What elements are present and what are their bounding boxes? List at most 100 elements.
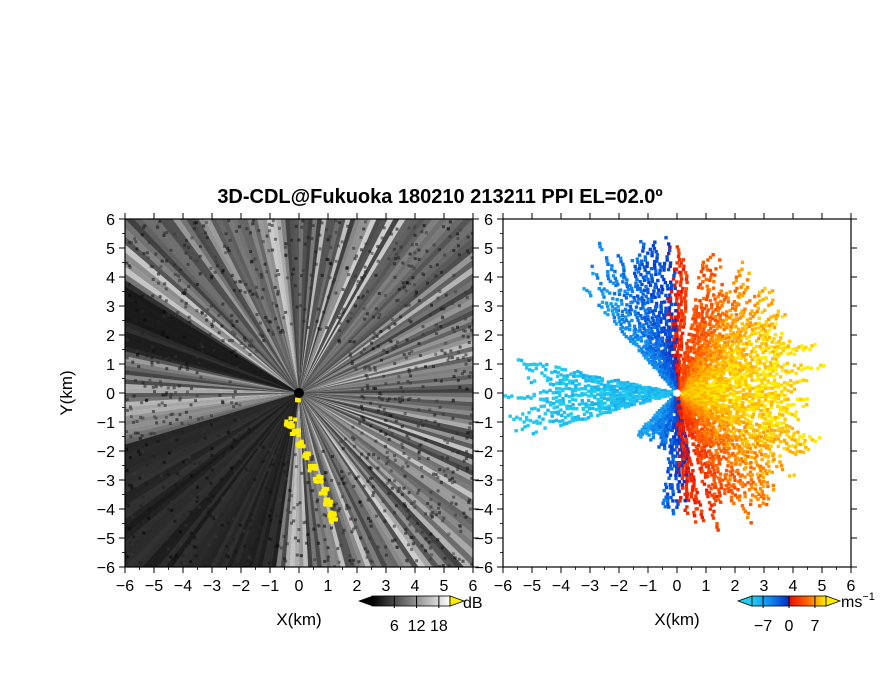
- velocity-pixel: [704, 335, 708, 339]
- velocity-pixel: [553, 410, 557, 415]
- velocity-pixel: [681, 357, 686, 361]
- snr-noise-pixel: [406, 543, 410, 547]
- velocity-pixel: [641, 386, 645, 390]
- velocity-pixel: [598, 245, 602, 249]
- snr-noise-pixel: [143, 384, 147, 388]
- velocity-pixel: [653, 308, 657, 313]
- velocity-pixel: [728, 477, 732, 482]
- velocity-pixel: [616, 282, 620, 287]
- snr-noise-pixel: [384, 462, 388, 466]
- snr-noise-pixel: [434, 352, 438, 356]
- snr-noise-pixel: [421, 333, 425, 337]
- snr-noise-pixel: [393, 479, 397, 483]
- velocity-pixel: [717, 404, 722, 408]
- velocity-pixel: [671, 318, 675, 323]
- snr-noise-pixel: [232, 538, 236, 542]
- velocity-pixel: [606, 312, 610, 317]
- snr-noise-pixel: [421, 325, 425, 329]
- velocity-pixel: [639, 347, 644, 351]
- velocity-pixel: [622, 320, 626, 324]
- velocity-pixel: [631, 396, 636, 400]
- velocity-pixel: [759, 435, 764, 439]
- velocity-pixel: [637, 321, 642, 326]
- velocity-pixel: [635, 257, 640, 261]
- velocity-pixel: [525, 363, 529, 367]
- velocity-pixel: [584, 379, 588, 383]
- velocity-pixel: [754, 344, 759, 349]
- velocity-pixel: [741, 314, 745, 318]
- snr-noise-pixel: [158, 220, 162, 224]
- velocity-pixel: [658, 330, 663, 334]
- velocity-pixel: [679, 318, 684, 323]
- snr-noise-pixel: [196, 417, 200, 421]
- velocity-pixel: [708, 352, 712, 357]
- snr-flag-pixel: [329, 519, 334, 524]
- velocity-pixel: [690, 323, 694, 327]
- snr-noise-pixel: [417, 451, 421, 455]
- velocity-pixel: [737, 414, 741, 419]
- snr-noise-pixel: [130, 484, 134, 488]
- snr-noise-pixel: [163, 489, 167, 493]
- snr-noise-pixel: [345, 266, 349, 270]
- velocity-pixel: [680, 331, 685, 336]
- velocity-pixel: [643, 318, 648, 323]
- velocity-pixel: [777, 415, 781, 420]
- velocity-pixel: [712, 471, 717, 476]
- velocity-pixel: [673, 340, 677, 345]
- velocity-pixel: [730, 465, 734, 469]
- velocity-pixel: [721, 371, 726, 376]
- velocity-pixel: [716, 407, 720, 411]
- velocity-pixel: [593, 389, 597, 393]
- snr-noise-pixel: [294, 256, 298, 260]
- velocity-pixel: [770, 391, 774, 396]
- snr-ray: [299, 393, 473, 567]
- velocity-pixel: [763, 426, 768, 430]
- snr-noise-pixel: [131, 360, 135, 364]
- y-tick-label: −5: [97, 531, 115, 548]
- velocity-pixel: [676, 254, 681, 259]
- snr-noise-pixel: [471, 407, 473, 411]
- velocity-pixel: [713, 482, 717, 486]
- velocity-pixel: [650, 299, 654, 304]
- velocity-pixel: [613, 319, 617, 323]
- velocity-pixel: [734, 316, 738, 321]
- velocity-pixel: [768, 421, 773, 426]
- snr-noise-pixel: [334, 502, 338, 506]
- snr-ray: [299, 393, 473, 559]
- velocity-pixel: [627, 320, 631, 325]
- velocity-pixel: [695, 447, 699, 452]
- snr-noise-pixel: [412, 536, 416, 540]
- velocity-pixel: [710, 513, 715, 517]
- snr-noise-pixel: [260, 460, 264, 464]
- snr-ray: [299, 219, 361, 393]
- velocity-pixel: [653, 266, 657, 270]
- velocity-pixel: [789, 403, 793, 407]
- velocity-pixel: [768, 360, 773, 365]
- velocity-pixel: [644, 284, 648, 289]
- velocity-pixel: [753, 303, 757, 308]
- velocity-pixel: [639, 259, 644, 263]
- snr-noise-pixel: [242, 529, 246, 533]
- snr-noise-pixel: [443, 556, 447, 560]
- velocity-pixel: [822, 364, 826, 368]
- snr-noise-pixel: [162, 309, 166, 313]
- snr-noise-pixel: [237, 225, 241, 229]
- velocity-pixel: [760, 403, 764, 407]
- snr-noise-pixel: [171, 412, 175, 416]
- velocity-pixel: [771, 440, 776, 444]
- snr-noise-pixel: [232, 405, 236, 409]
- velocity-pixel: [717, 446, 721, 451]
- velocity-pixel: [651, 243, 656, 248]
- snr-noise-pixel: [402, 502, 406, 506]
- velocity-pixel: [789, 390, 794, 394]
- snr-noise-pixel: [197, 505, 201, 509]
- snr-noise-pixel: [265, 500, 269, 504]
- velocity-pixel: [645, 261, 649, 265]
- velocity-pixel: [729, 461, 734, 465]
- velocity-pixel: [780, 393, 784, 397]
- snr-noise-pixel: [421, 424, 425, 428]
- snr-noise-pixel: [267, 450, 271, 454]
- velocity-pixel: [575, 406, 579, 411]
- snr-noise-pixel: [358, 421, 362, 425]
